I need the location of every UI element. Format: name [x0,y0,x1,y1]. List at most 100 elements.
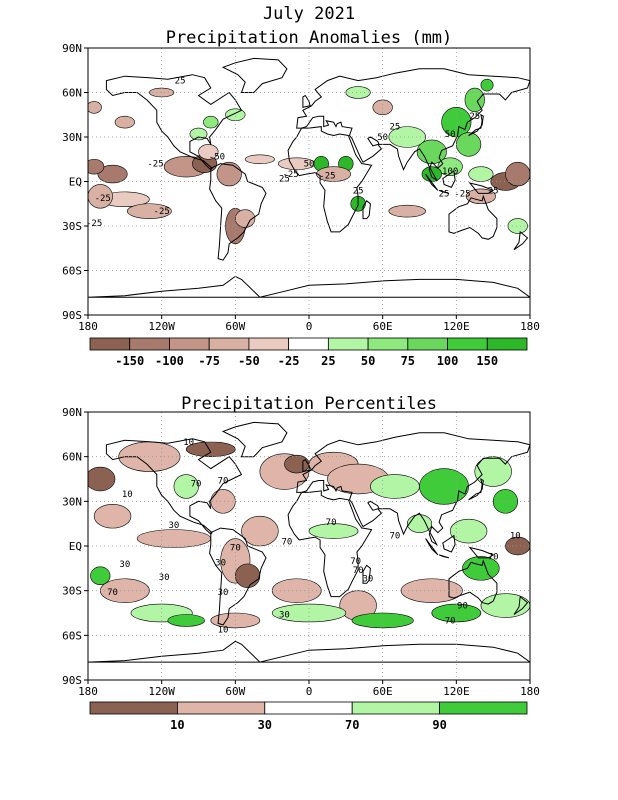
contour-label: 30 [215,558,226,568]
legend-swatch [208,337,250,351]
lon-label: 0 [306,685,313,698]
legend-swatch [248,337,290,351]
shaded-region [421,166,442,182]
contour-label: 10 [122,490,133,500]
shaded-region [465,188,496,205]
coastline [287,490,373,598]
contour-label: -50 [209,152,225,162]
contour-label: 70 [281,538,292,548]
legend-label: 30 [258,718,272,732]
shaded-region [90,566,111,586]
coastline [425,538,439,556]
shaded-region [241,515,279,547]
legend-label: -75 [198,354,220,368]
coastline [448,194,498,240]
contour-label: 30 [218,588,229,598]
legend-label: 70 [345,718,359,732]
contour-label: -25 [319,172,335,182]
contour-label: 90 [457,602,468,612]
legend-label: -25 [278,354,300,368]
lat-label: 90N [62,42,82,55]
lat-label: 60S [62,629,82,642]
legend-swatch [327,337,369,351]
contour-label: 70 [353,566,364,576]
shaded-region [507,218,528,234]
contour-label: 100 [442,167,458,177]
legend-label: 50 [361,354,375,368]
coastline [425,173,439,191]
shaded-region [225,108,246,121]
coastline [468,182,495,194]
coastline [296,68,530,182]
coastline [105,438,243,535]
coastline [105,74,243,171]
lat-label: 30S [62,585,82,598]
lat-label: 30N [62,495,82,508]
legend-swatch [169,337,210,351]
lat-label: 60S [62,265,82,278]
coastline [221,421,288,458]
lon-label: 60E [373,320,393,333]
contour-label: -25 [454,189,470,199]
shaded-region [308,523,359,539]
contour-label: 70 [350,557,361,567]
shaded-region [114,115,135,129]
contour-label: 70 [218,476,229,486]
shaded-region [406,514,433,533]
contour-label: 70 [390,532,401,542]
contour-label: 25 [353,186,364,196]
legend-swatch [486,337,528,351]
percentile-title: Precipitation Percentiles [181,394,437,414]
lon-label: 120E [443,685,470,698]
lon-label: 120E [443,320,470,333]
lon-label: 60W [225,685,245,698]
legend-label: 75 [401,354,415,368]
shaded-region [210,489,236,514]
legend-label: 90 [432,718,446,732]
shaded-region [189,127,208,141]
coastline [362,200,371,220]
shaded-region [468,166,494,182]
contour-label: 10 [510,532,521,542]
contour-label: 70 [191,479,202,489]
contour-label: 70 [107,588,118,598]
lat-label: EQ [69,176,82,189]
contour-label: 30 [119,560,130,570]
anomaly-title: Precipitation Anomalies (mm) [165,28,453,48]
contour-label: -25 [95,194,111,204]
contour-label: 10 [183,438,194,448]
contour-label: 30 [169,521,180,531]
lat-label: 60N [62,451,82,464]
contour-label: 70 [445,616,456,626]
lon-label: 180 [520,320,540,333]
contour-label: 25 [175,77,186,87]
main-title: July 2021 [262,4,356,24]
coastline [287,126,373,233]
legend-swatch [367,337,409,351]
legend-label: 100 [437,354,459,368]
legend-label: -100 [155,354,184,368]
lon-label: 120W [148,320,175,333]
shaded-region [505,536,530,556]
coastline [438,189,450,194]
shaded-region [235,209,256,228]
shaded-region [97,164,128,184]
coastline [209,527,267,626]
contour-label: 30 [279,610,290,620]
shaded-region [449,518,488,544]
shaded-region [464,87,485,113]
shaded-region [492,489,519,514]
contour-label: -25 [154,207,170,217]
legend-swatch [176,701,266,715]
coastline [221,57,288,93]
shaded-region [345,86,371,99]
legend-label: 10 [170,718,184,732]
shaded-region [93,504,132,529]
shaded-region [88,184,113,209]
coastline [209,163,267,261]
lat-label: 90S [62,309,82,322]
contour-label: 25 [439,189,450,199]
